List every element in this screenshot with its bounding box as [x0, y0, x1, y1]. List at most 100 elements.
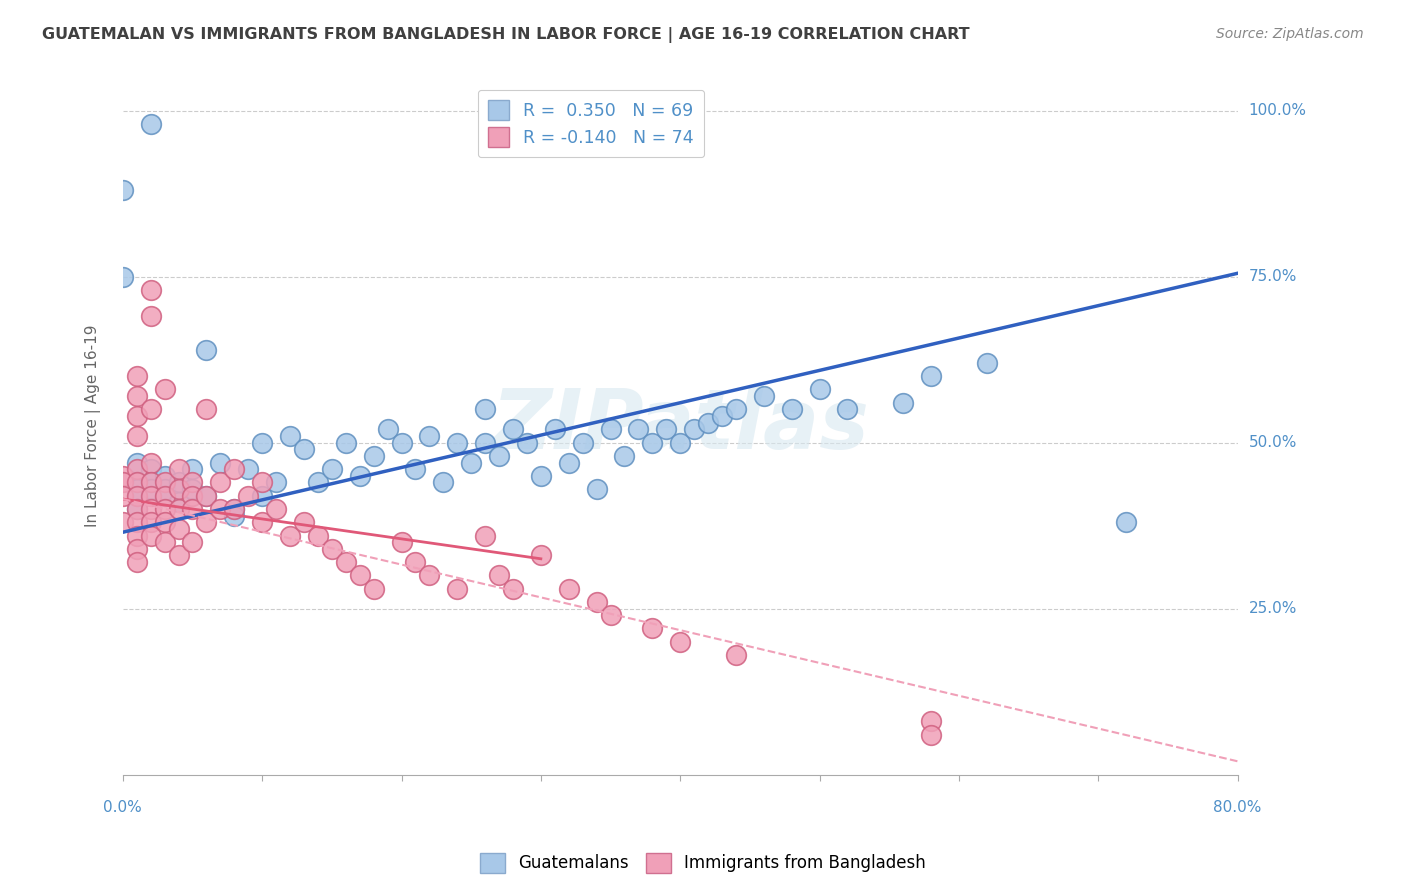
- Point: [585, 595, 607, 609]
- Point: [710, 409, 733, 423]
- Point: [724, 402, 747, 417]
- Point: [209, 456, 232, 470]
- Point: [837, 402, 859, 417]
- Point: [250, 516, 273, 530]
- Point: [125, 541, 148, 556]
- Point: [153, 383, 176, 397]
- Point: [544, 422, 567, 436]
- Point: [167, 495, 190, 509]
- Point: [474, 435, 496, 450]
- Point: [181, 502, 204, 516]
- Point: [516, 435, 538, 450]
- Point: [139, 516, 162, 530]
- Point: [585, 482, 607, 496]
- Point: [209, 502, 232, 516]
- Point: [181, 475, 204, 490]
- Point: [446, 582, 468, 596]
- Point: [224, 502, 246, 516]
- Point: [278, 429, 301, 443]
- Point: [167, 522, 190, 536]
- Text: 25.0%: 25.0%: [1249, 601, 1296, 616]
- Point: [683, 422, 706, 436]
- Point: [195, 516, 218, 530]
- Point: [181, 489, 204, 503]
- Point: [139, 117, 162, 131]
- Point: [808, 383, 831, 397]
- Point: [153, 468, 176, 483]
- Point: [139, 475, 162, 490]
- Point: [530, 468, 553, 483]
- Text: 50.0%: 50.0%: [1249, 435, 1296, 450]
- Point: [655, 422, 678, 436]
- Point: [891, 396, 914, 410]
- Text: 75.0%: 75.0%: [1249, 269, 1296, 285]
- Legend: Guatemalans, Immigrants from Bangladesh: Guatemalans, Immigrants from Bangladesh: [474, 847, 932, 880]
- Point: [391, 435, 413, 450]
- Point: [920, 369, 942, 384]
- Point: [139, 528, 162, 542]
- Point: [167, 475, 190, 490]
- Point: [139, 462, 162, 476]
- Point: [391, 535, 413, 549]
- Point: [502, 422, 524, 436]
- Point: [125, 502, 148, 516]
- Point: [292, 516, 315, 530]
- Point: [250, 435, 273, 450]
- Point: [557, 456, 579, 470]
- Point: [125, 516, 148, 530]
- Point: [125, 555, 148, 569]
- Point: [335, 435, 357, 450]
- Point: [446, 435, 468, 450]
- Point: [195, 489, 218, 503]
- Point: [474, 528, 496, 542]
- Point: [125, 502, 148, 516]
- Point: [224, 508, 246, 523]
- Point: [432, 475, 454, 490]
- Point: [669, 634, 692, 648]
- Point: [195, 402, 218, 417]
- Point: [139, 310, 162, 324]
- Point: [349, 468, 371, 483]
- Point: [920, 714, 942, 729]
- Point: [250, 475, 273, 490]
- Point: [349, 568, 371, 582]
- Point: [460, 456, 482, 470]
- Point: [321, 541, 343, 556]
- Point: [139, 489, 162, 503]
- Point: [321, 462, 343, 476]
- Point: [363, 449, 385, 463]
- Point: [167, 462, 190, 476]
- Point: [571, 435, 593, 450]
- Text: Source: ZipAtlas.com: Source: ZipAtlas.com: [1216, 27, 1364, 41]
- Point: [292, 442, 315, 457]
- Point: [125, 528, 148, 542]
- Point: [139, 482, 162, 496]
- Y-axis label: In Labor Force | Age 16-19: In Labor Force | Age 16-19: [86, 325, 101, 527]
- Point: [153, 502, 176, 516]
- Point: [181, 482, 204, 496]
- Point: [195, 489, 218, 503]
- Point: [307, 528, 329, 542]
- Point: [404, 462, 426, 476]
- Point: [153, 516, 176, 530]
- Point: [125, 429, 148, 443]
- Point: [752, 389, 775, 403]
- Point: [125, 456, 148, 470]
- Point: [153, 489, 176, 503]
- Point: [125, 489, 148, 503]
- Point: [502, 582, 524, 596]
- Point: [641, 622, 664, 636]
- Point: [111, 269, 134, 284]
- Point: [976, 356, 998, 370]
- Point: [418, 568, 440, 582]
- Point: [224, 502, 246, 516]
- Point: [111, 468, 134, 483]
- Point: [139, 502, 162, 516]
- Point: [641, 435, 664, 450]
- Point: [153, 475, 176, 490]
- Point: [238, 462, 260, 476]
- Point: [139, 283, 162, 297]
- Point: [488, 449, 510, 463]
- Point: [363, 582, 385, 596]
- Point: [167, 482, 190, 496]
